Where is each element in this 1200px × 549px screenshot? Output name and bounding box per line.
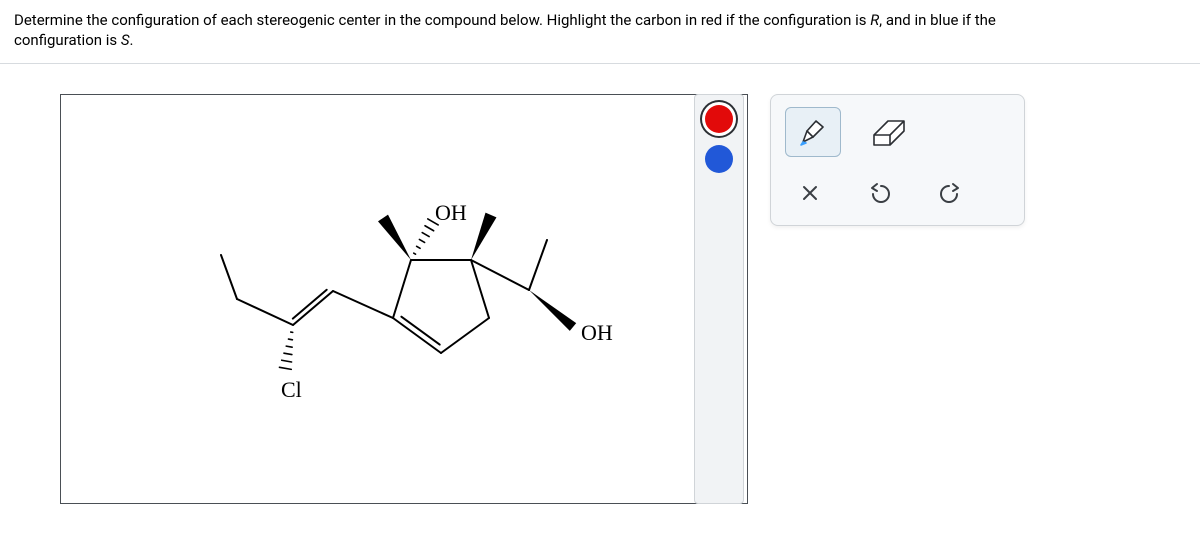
eraser-icon [870, 117, 908, 147]
prompt-s: S [121, 31, 130, 49]
question-prompt: Determine the configuration of each ster… [0, 0, 1200, 57]
structure-svg: OH OH Cl [61, 95, 749, 505]
redo-button[interactable] [925, 173, 975, 213]
color-swatch-blue[interactable] [705, 145, 733, 173]
prompt-text-1: Determine the configuration of each ster… [14, 11, 870, 29]
svg-text:Cl: Cl [281, 377, 302, 402]
tool-row-draw [779, 103, 1016, 161]
prompt-mid: , and in blue if the [879, 11, 996, 29]
prompt-r: R [870, 11, 879, 29]
svg-text:OH: OH [581, 320, 613, 345]
undo-icon [868, 182, 892, 204]
workspace: OH OH Cl [0, 64, 1200, 543]
eraser-tool[interactable] [861, 107, 917, 157]
clear-button[interactable] [785, 173, 835, 213]
color-swatch-red[interactable] [705, 105, 733, 133]
tool-panel [770, 94, 1025, 226]
redo-icon [938, 182, 962, 204]
tool-row-actions [779, 169, 1016, 217]
drawing-canvas[interactable]: OH OH Cl [60, 94, 748, 504]
prompt-period: . [130, 31, 134, 49]
undo-button[interactable] [855, 173, 905, 213]
prompt-text-2: configuration is [14, 31, 121, 49]
highlighter-tool[interactable] [785, 107, 841, 157]
highlighter-icon [796, 115, 830, 149]
color-palette [694, 94, 744, 504]
close-icon [800, 183, 820, 203]
svg-text:OH: OH [435, 199, 467, 224]
